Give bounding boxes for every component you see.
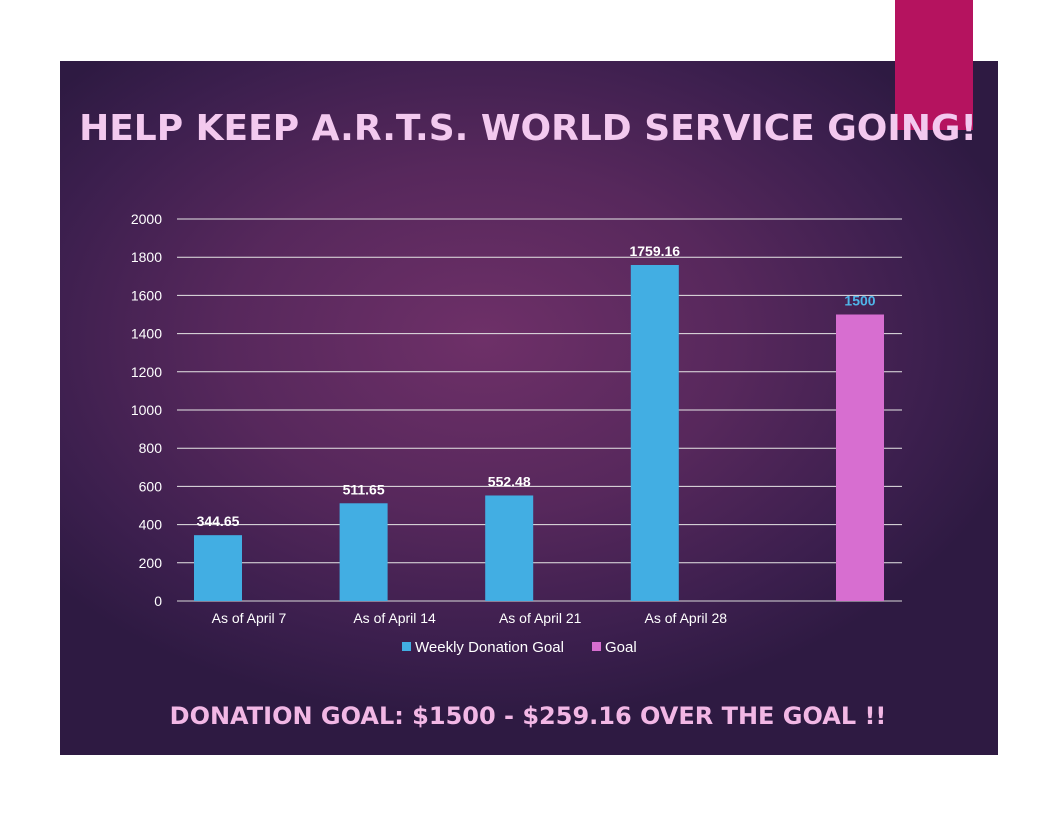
y-tick-label: 1800 xyxy=(131,249,162,265)
gridlines xyxy=(177,218,902,602)
legend-swatch xyxy=(402,642,411,651)
y-tick-label: 1200 xyxy=(131,364,162,380)
y-tick-label: 200 xyxy=(139,555,163,571)
legend-swatch xyxy=(592,642,601,651)
x-tick-label: As of April 21 xyxy=(499,610,582,626)
data-label: 344.65 xyxy=(197,513,240,529)
y-tick-label: 400 xyxy=(139,517,163,533)
y-tick-label: 600 xyxy=(139,478,163,494)
x-tick-label: As of April 7 xyxy=(212,610,287,626)
y-tick-label: 1600 xyxy=(131,287,162,303)
donation-summary: DONATION GOAL: $1500 - $259.16 OVER THE … xyxy=(169,702,887,730)
x-tick-label: As of April 28 xyxy=(645,610,728,626)
y-tick-label: 800 xyxy=(139,440,163,456)
bar xyxy=(630,265,679,601)
accent-tab xyxy=(895,0,973,130)
bars xyxy=(194,265,884,601)
legend-label: Goal xyxy=(605,639,637,656)
x-axis-ticks: As of April 7 As of April 14 As of April 2… xyxy=(212,610,728,626)
data-label: 1500 xyxy=(844,293,875,309)
data-label: 1759.16 xyxy=(629,243,680,259)
bar xyxy=(194,535,242,601)
bar xyxy=(339,503,388,601)
slide-title: HELP KEEP A.R.T.S. WORLD SERVICE GOING! xyxy=(79,108,977,149)
data-label: 552.48 xyxy=(488,473,531,489)
x-tick-label: As of April 14 xyxy=(353,610,436,626)
y-tick-label: 1000 xyxy=(131,402,162,418)
legend-label: Weekly Donation Goal xyxy=(415,639,564,656)
y-tick-label: 2000 xyxy=(131,211,162,227)
y-axis-ticks: 0 200 400 600 800 1000 1200 1400 1600 1800 2000 xyxy=(131,211,162,609)
bar xyxy=(836,314,884,601)
y-tick-label: 0 xyxy=(154,593,162,609)
bar xyxy=(485,495,534,601)
y-tick-label: 1400 xyxy=(131,326,162,342)
legend: Weekly Donation Goal Goal xyxy=(402,639,637,656)
data-label: 511.65 xyxy=(343,481,385,497)
data-labels: 344.65 511.65 552.48 1759.16 1500 xyxy=(197,243,876,529)
